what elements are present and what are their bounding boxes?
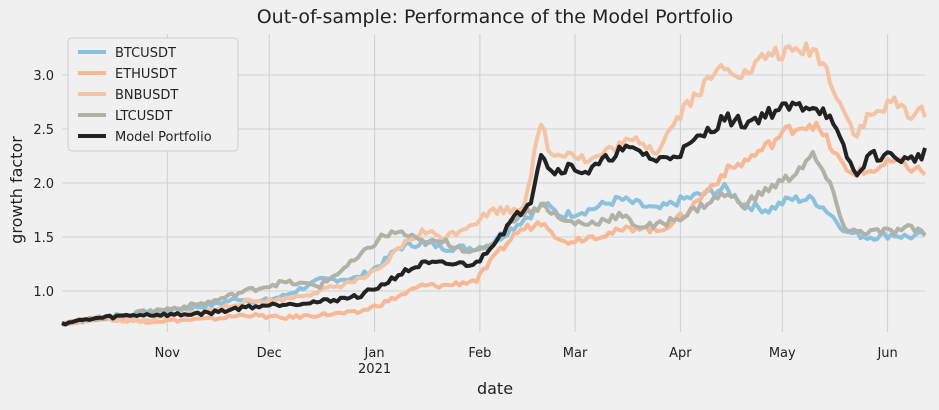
x-axis-label: date — [477, 379, 513, 398]
y-tick-label: 1.5 — [33, 231, 54, 246]
x-tick-label: Dec — [257, 346, 282, 361]
legend-label: Model Portfolio — [115, 130, 212, 145]
x-tick-label: Jun — [876, 346, 897, 361]
y-tick-label: 2.5 — [33, 123, 54, 138]
legend-box — [67, 37, 239, 152]
legend-label: ETHUSDT — [115, 67, 177, 82]
series-lines — [61, 41, 927, 327]
x-tick-label: Apr — [669, 346, 692, 361]
x-tick-label: Jan — [364, 346, 385, 361]
x-tick-sublabel: 2021 — [358, 362, 391, 377]
legend-label: BNBUSDT — [115, 88, 178, 103]
y-tick-label: 3.0 — [33, 69, 54, 84]
x-tick-label: May — [769, 346, 796, 361]
y-tick-labels: 1.0 1.5 2.0 2.5 3.0 — [33, 69, 54, 300]
series-line — [61, 120, 927, 327]
x-tick-label: Mar — [563, 346, 588, 361]
legend-label: BTCUSDT — [115, 46, 176, 61]
x-tick-label: Nov — [155, 346, 181, 361]
y-tick-label: 2.0 — [33, 177, 54, 192]
chart-title: Out-of-sample: Performance of the Model … — [257, 6, 734, 28]
legend: BTCUSDT ETHUSDT BNBUSDT LTCUSDT Model Portfo… — [67, 37, 239, 152]
series-line — [61, 100, 927, 327]
y-tick-label: 1.0 — [33, 285, 54, 300]
y-axis-label: growth factor — [7, 136, 26, 244]
legend-label: LTCUSDT — [115, 109, 172, 124]
x-tick-label: Feb — [468, 346, 491, 361]
